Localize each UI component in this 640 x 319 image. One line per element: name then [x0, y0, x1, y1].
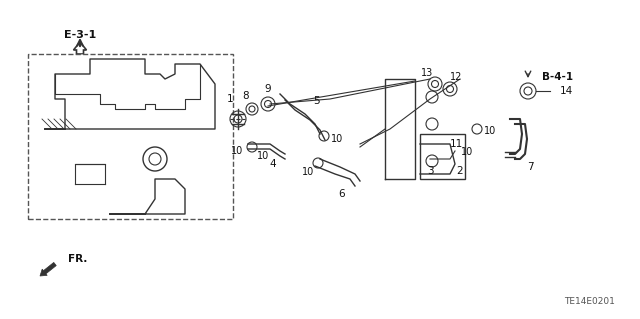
- Text: FR.: FR.: [68, 254, 88, 264]
- FancyArrow shape: [40, 263, 56, 276]
- Text: 11: 11: [449, 139, 463, 149]
- Text: 10: 10: [257, 151, 269, 161]
- Text: 4: 4: [269, 159, 276, 169]
- Text: 5: 5: [313, 96, 319, 106]
- Text: 10: 10: [461, 147, 473, 157]
- Text: 6: 6: [339, 189, 346, 199]
- Text: 8: 8: [243, 91, 250, 101]
- Text: 10: 10: [484, 126, 496, 136]
- Text: 14: 14: [560, 86, 573, 96]
- Text: 12: 12: [450, 72, 462, 82]
- Text: B-4-1: B-4-1: [543, 72, 573, 82]
- Text: 1: 1: [227, 94, 234, 104]
- Text: TE14E0201: TE14E0201: [564, 296, 616, 306]
- Text: 13: 13: [421, 68, 433, 78]
- Text: 7: 7: [527, 162, 533, 172]
- Text: 9: 9: [265, 84, 271, 94]
- Text: 10: 10: [302, 167, 314, 177]
- Text: 2: 2: [457, 166, 463, 176]
- FancyBboxPatch shape: [28, 54, 233, 219]
- Bar: [420, 134, 465, 179]
- FancyArrow shape: [74, 42, 86, 54]
- Text: 10: 10: [231, 146, 243, 156]
- Text: 3: 3: [427, 166, 433, 176]
- Text: 10: 10: [331, 134, 343, 144]
- Text: E-3-1: E-3-1: [64, 30, 96, 40]
